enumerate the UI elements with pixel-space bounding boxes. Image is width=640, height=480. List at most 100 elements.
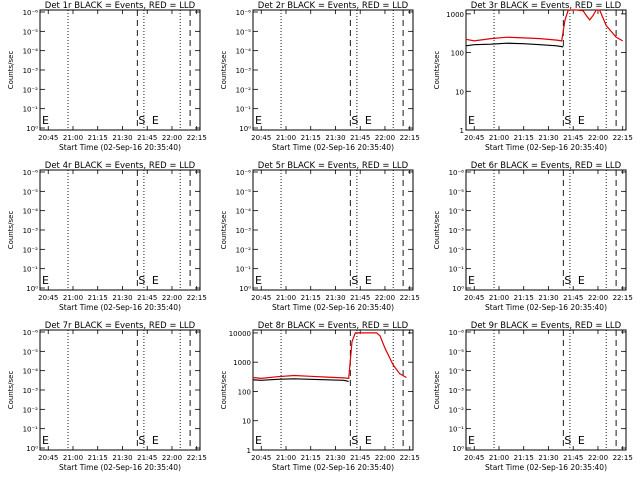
- plot-frame: [252, 329, 414, 451]
- y-tick-label: 1: [460, 127, 464, 135]
- x-tick-label: 21:15: [514, 294, 534, 302]
- edge-marker-label: E: [468, 114, 475, 127]
- y-tick-label: 10⁻⁶: [449, 169, 465, 177]
- y-tick-label: 10⁰: [239, 285, 251, 293]
- y-axis-label: Counts/sec: [220, 51, 228, 90]
- x-tick-label: 20:45: [38, 454, 58, 462]
- x-tick-label: 21:45: [137, 294, 157, 302]
- chart-panel-4: Det 4r BLACK = Events, RED = LLD Counts/s…: [7, 161, 207, 312]
- x-tick-label: 21:30: [538, 134, 558, 142]
- y-axis-label: Counts/sec: [7, 51, 15, 90]
- y-tick-label: 1000: [446, 11, 464, 19]
- edge-marker-label: E: [255, 114, 262, 127]
- x-tick-label: 22:00: [375, 454, 395, 462]
- start-marker-label: S: [138, 434, 145, 447]
- chart-panel-6: Det 6r BLACK = Events, RED = LLD Counts/s…: [433, 161, 633, 312]
- y-tick-label: 10⁻¹: [23, 426, 39, 434]
- x-tick-label: 22:15: [613, 454, 633, 462]
- y-tick-label: 10⁻³: [23, 227, 39, 235]
- chart-title: Det 9r BLACK = Events, RED = LLD: [471, 321, 622, 331]
- x-tick-label: 21:15: [514, 134, 534, 142]
- x-tick-label: 22:00: [375, 294, 395, 302]
- y-tick-label: 10⁻²: [236, 246, 252, 254]
- x-tick-label: 21:45: [137, 134, 157, 142]
- y-tick-label: 10⁻⁵: [449, 348, 465, 356]
- y-tick-label: 1: [247, 447, 251, 455]
- events-line: [465, 42, 564, 48]
- y-tick-label: 100: [238, 388, 251, 396]
- x-tick-label: 20:45: [38, 294, 58, 302]
- y-tick-label: 10⁻³: [449, 387, 465, 395]
- x-tick-label: 22:00: [162, 134, 182, 142]
- x-tick-label: 21:00: [276, 454, 296, 462]
- x-tick-label: 21:15: [88, 294, 108, 302]
- y-tick-label: 10⁻⁶: [236, 169, 252, 177]
- x-tick-label: 21:00: [63, 454, 83, 462]
- start-marker-label: S: [351, 274, 358, 287]
- y-tick-label: 100: [451, 50, 464, 58]
- chart-title: Det 4r BLACK = Events, RED = LLD: [45, 161, 196, 171]
- y-tick-label: 10⁻³: [449, 227, 465, 235]
- edge-marker-label: E: [255, 274, 262, 287]
- y-tick-label: 10⁻⁴: [23, 368, 39, 376]
- end-marker-label: E: [365, 114, 372, 127]
- y-axis-label: Counts/sec: [220, 371, 228, 410]
- end-marker-label: E: [578, 434, 585, 447]
- x-axis-label: Start Time (02-Sep-16 20:35:40): [272, 463, 394, 472]
- plot-frame: [39, 329, 201, 451]
- x-tick-label: 22:15: [187, 454, 207, 462]
- y-axis-label: Counts/sec: [433, 51, 441, 90]
- y-tick-label: 10⁻⁶: [449, 329, 465, 337]
- y-tick-label: 10⁻⁶: [236, 9, 252, 17]
- y-tick-label: 10⁻⁵: [236, 28, 252, 36]
- x-tick-label: 21:00: [276, 294, 296, 302]
- y-tick-label: 10⁻¹: [449, 266, 465, 274]
- events-line: [252, 378, 349, 382]
- y-tick-label: 10⁻²: [236, 86, 252, 94]
- start-marker-label: S: [138, 274, 145, 287]
- y-tick-label: 10⁻⁵: [236, 188, 252, 196]
- x-axis-label: Start Time (02-Sep-16 20:35:40): [59, 143, 181, 152]
- x-tick-label: 20:45: [464, 454, 484, 462]
- lld-line: [252, 332, 407, 380]
- y-tick-label: 10⁻⁵: [23, 348, 39, 356]
- x-tick-label: 21:45: [563, 454, 583, 462]
- y-tick-label: 10⁻¹: [236, 266, 252, 274]
- edge-marker-label: E: [468, 434, 475, 447]
- x-tick-label: 21:00: [489, 134, 509, 142]
- x-tick-label: 22:15: [613, 134, 633, 142]
- plot-frame: [465, 9, 627, 131]
- x-axis-label: Start Time (02-Sep-16 20:35:40): [485, 463, 607, 472]
- x-tick-label: 21:30: [325, 134, 345, 142]
- y-tick-label: 10⁰: [26, 125, 38, 133]
- x-tick-label: 21:30: [538, 454, 558, 462]
- y-tick-label: 10⁻⁴: [449, 208, 465, 216]
- x-tick-label: 21:00: [63, 134, 83, 142]
- chart-panel-7: Det 7r BLACK = Events, RED = LLD Counts/s…: [7, 321, 207, 472]
- x-tick-label: 21:30: [112, 134, 132, 142]
- y-tick-label: 10⁰: [239, 125, 251, 133]
- plot-frame: [465, 329, 627, 451]
- x-tick-label: 21:00: [489, 454, 509, 462]
- end-marker-label: E: [578, 114, 585, 127]
- plot-frame: [39, 169, 201, 291]
- start-marker-label: S: [564, 114, 571, 127]
- chart-title: Det 3r BLACK = Events, RED = LLD: [471, 1, 622, 11]
- x-tick-label: 21:30: [325, 294, 345, 302]
- y-axis-label: Counts/sec: [7, 371, 15, 410]
- x-tick-label: 21:15: [301, 454, 321, 462]
- x-axis-label: Start Time (02-Sep-16 20:35:40): [272, 303, 394, 312]
- chart-title: Det 1r BLACK = Events, RED = LLD: [45, 1, 196, 11]
- start-marker-label: S: [351, 114, 358, 127]
- plot-frame: [465, 169, 627, 291]
- lld-line: [465, 9, 623, 42]
- y-tick-label: 10: [455, 88, 464, 96]
- y-tick-label: 10⁻¹: [449, 426, 465, 434]
- x-tick-label: 22:15: [187, 134, 207, 142]
- chart-panel-5: Det 5r BLACK = Events, RED = LLD Counts/s…: [220, 161, 420, 312]
- chart-title: Det 6r BLACK = Events, RED = LLD: [471, 161, 622, 171]
- chart-title: Det 7r BLACK = Events, RED = LLD: [45, 321, 196, 331]
- x-tick-label: 21:30: [325, 454, 345, 462]
- y-tick-label: 10⁻⁴: [236, 208, 252, 216]
